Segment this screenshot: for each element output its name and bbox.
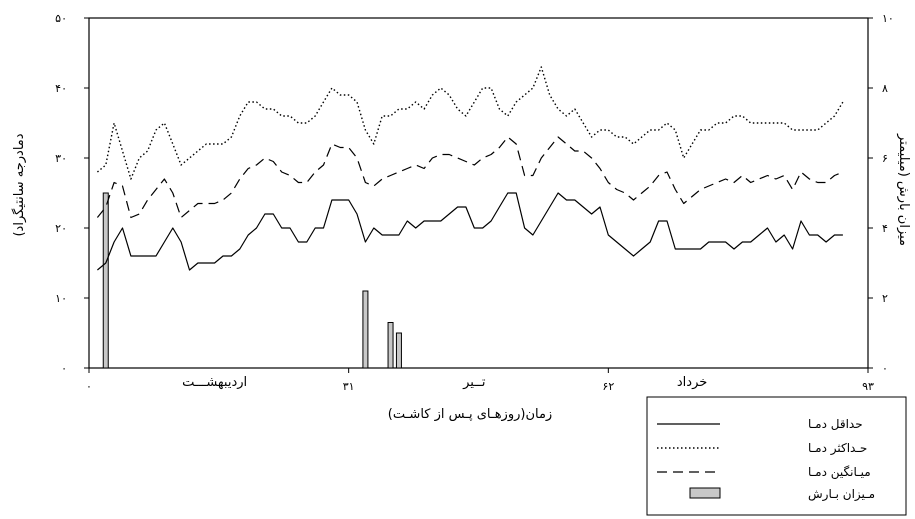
y-axis-left-title: دمادرجه سانتیگراد) <box>11 133 27 236</box>
plot-border <box>88 17 869 369</box>
y-left-tick-label: ۵۰ <box>55 12 67 25</box>
y-left-tick-label: ۳۰ <box>55 152 67 165</box>
y-right-tick-label: ۴ <box>882 222 888 235</box>
precipitation-bars <box>102 192 402 369</box>
series-line-dotted <box>96 66 844 180</box>
legend: حداقل دمـا حـداکثر دمـا میـانگین دمـا مـ… <box>646 396 907 516</box>
legend-swatch-precip <box>689 487 721 499</box>
x-tick-label: ۰ <box>86 380 92 393</box>
legend-label-mean: میـانگین دمـا <box>808 465 871 480</box>
series-line-dashed <box>96 136 844 219</box>
legend-label-precip: مـیزان بـارش <box>808 487 875 502</box>
y-left-tick-label: ۰ <box>61 362 67 375</box>
legend-label-max: حـداکثر دمـا <box>808 441 867 456</box>
precip-bar <box>362 290 369 369</box>
y-right-tick-label: ۲ <box>882 292 888 305</box>
axes: ۰ ۱۰ ۲۰ ۳۰ ۴۰ ۵۰ ۰ ۲ ۴ ۶ ۸ ۱۰ ۰ ۳۱ ۶۲ ۹۳ اردیبهشـــت تــی… <box>55 12 894 393</box>
y-left-tick-label: ۴۰ <box>55 82 67 95</box>
precip-bar <box>102 192 109 369</box>
precip-bar <box>395 332 402 369</box>
y-right-tick-label: ۶ <box>882 152 888 165</box>
temperature-lines <box>96 66 844 271</box>
month-label: خرداد <box>677 375 707 390</box>
y-right-tick-label: ۱۰ <box>882 12 894 25</box>
y-axis-right-title: میزان بارش (میلیمتر <box>896 133 911 246</box>
y-left-tick-label: ۲۰ <box>55 222 67 235</box>
precip-bar <box>387 322 394 369</box>
y-right-tick-label: ۸ <box>882 82 888 95</box>
legend-label-min: حداقل دمـا <box>808 417 863 431</box>
x-axis-title: زمان(روزهـای پـس از کاشـت) <box>388 407 552 422</box>
plot-area <box>88 17 869 369</box>
x-tick-label: ۶۲ <box>602 380 614 393</box>
x-tick-label: ۹۳ <box>862 380 874 393</box>
y-left-tick-label: ۱۰ <box>55 292 67 305</box>
series-line-solid <box>97 192 843 271</box>
y-right-tick-label: ۰ <box>882 362 888 375</box>
x-tick-label: ۳۱ <box>343 380 355 393</box>
month-label: تــیر <box>462 375 486 390</box>
month-label: اردیبهشـــت <box>182 375 247 390</box>
